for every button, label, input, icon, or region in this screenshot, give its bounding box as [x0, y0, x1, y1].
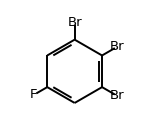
Text: Br: Br [110, 89, 125, 102]
Text: F: F [30, 88, 38, 101]
Text: Br: Br [110, 40, 125, 53]
Text: Br: Br [67, 16, 82, 29]
